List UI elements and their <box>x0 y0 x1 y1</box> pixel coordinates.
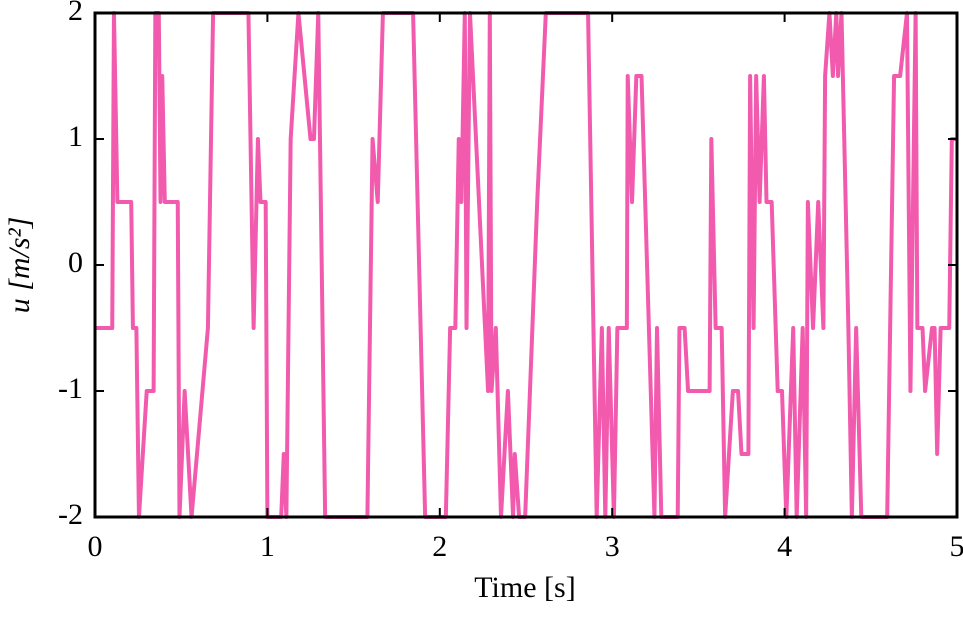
y-tick-label: -1 <box>58 372 83 405</box>
x-tick-label: 0 <box>88 530 103 563</box>
x-axis-label: Time [s] <box>474 571 575 604</box>
y-axis-label: u [m/s²] <box>3 217 36 314</box>
x-tick-label: 3 <box>605 530 620 563</box>
x-tick-label: 2 <box>432 530 447 563</box>
y-tick-label: -2 <box>58 498 83 531</box>
x-tick-label: 5 <box>950 530 963 563</box>
data-line <box>95 13 957 517</box>
plot-frame <box>95 13 957 517</box>
y-tick-label: 0 <box>68 246 83 279</box>
y-tick-label: 2 <box>68 0 83 27</box>
x-tick-label: 1 <box>260 530 275 563</box>
y-tick-label: 1 <box>68 120 83 153</box>
x-tick-label: 4 <box>777 530 792 563</box>
